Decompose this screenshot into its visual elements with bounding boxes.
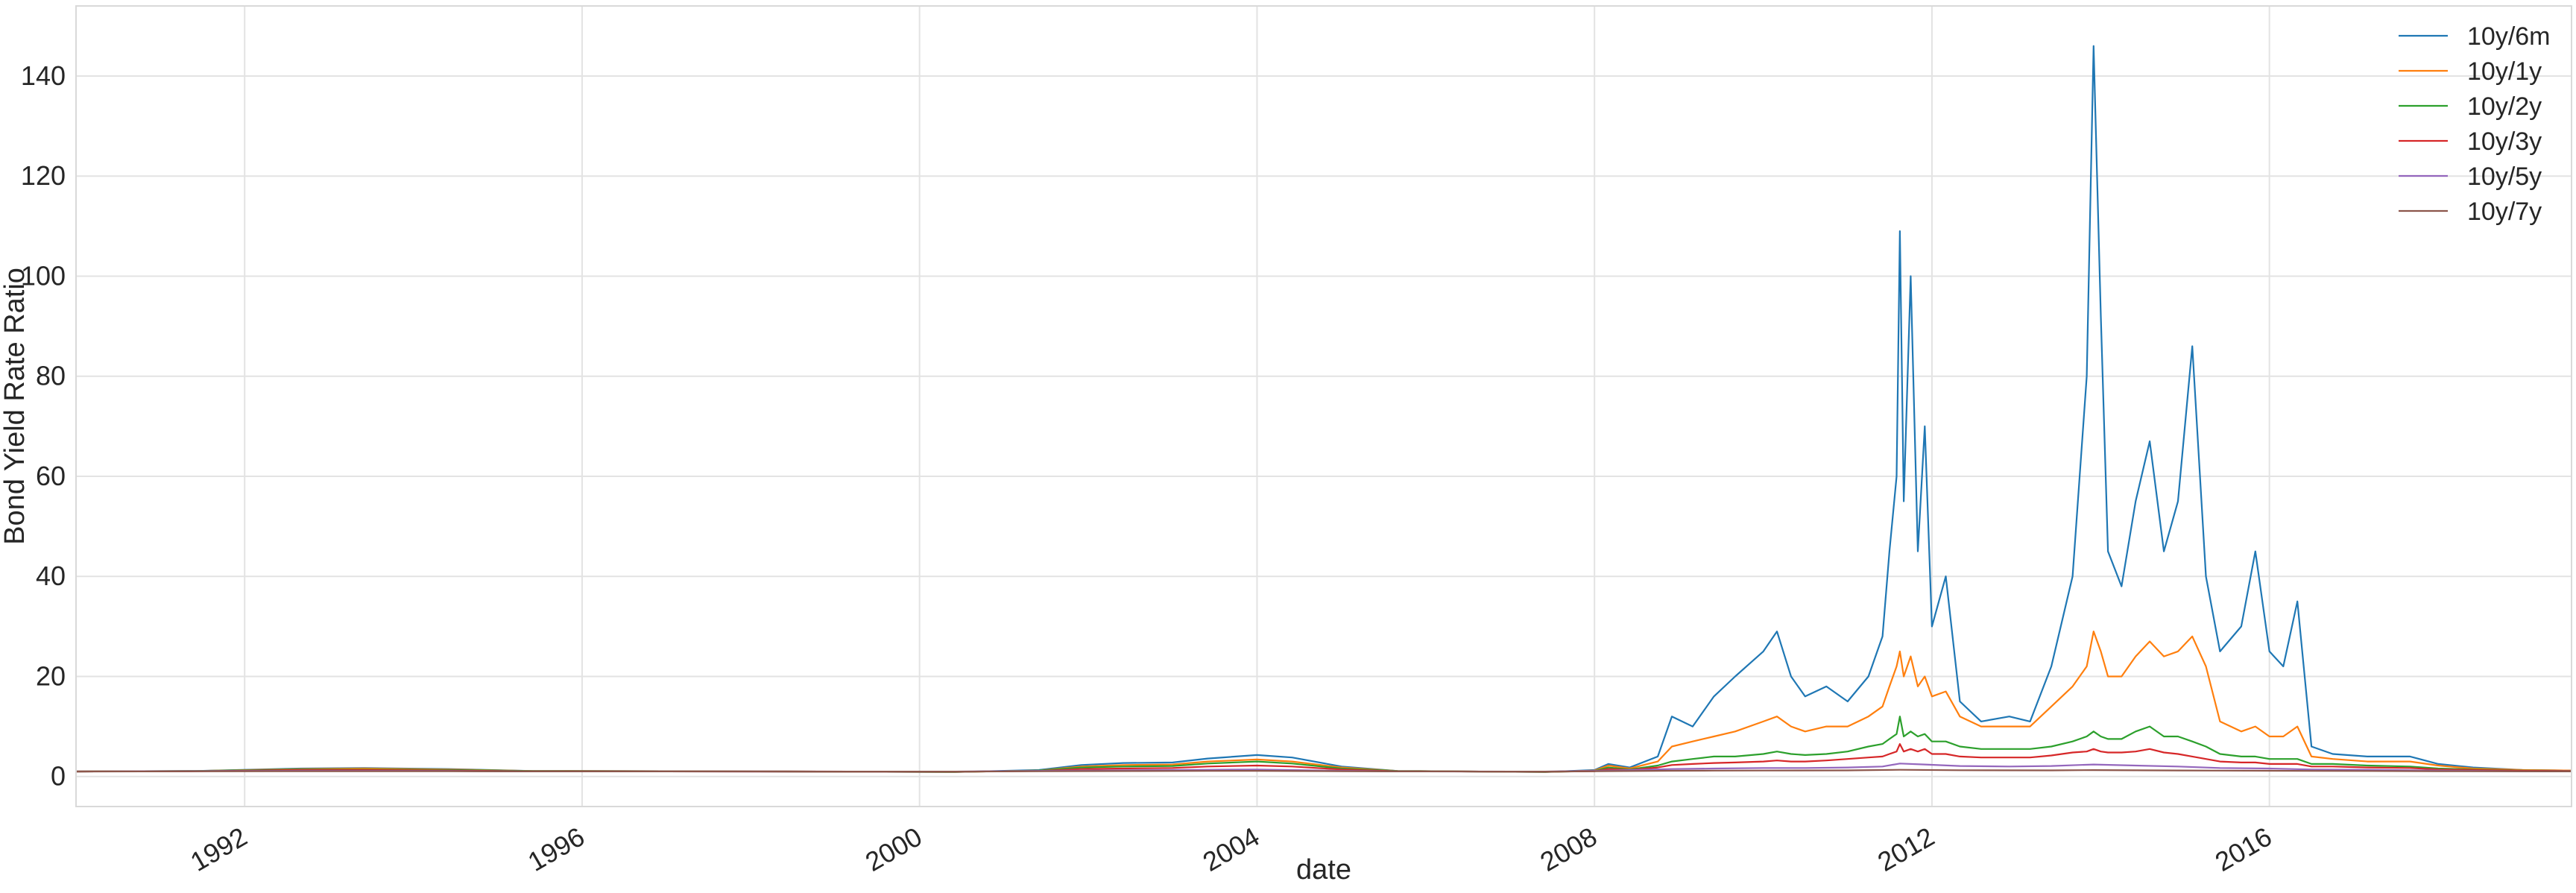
x-tick-label: 2000 <box>860 821 927 877</box>
legend-label: 10y/5y <box>2467 162 2542 191</box>
y-tick-label: 140 <box>21 60 66 91</box>
x-tick-labels: 1992 1996 2000 2004 2008 2012 2016 <box>185 821 2276 877</box>
y-tick-label: 20 <box>36 660 66 691</box>
series-line-10y-1y <box>75 631 2572 773</box>
legend-label: 10y/7y <box>2467 198 2542 226</box>
series-line-10y-3y <box>75 743 2572 773</box>
legend-label: 10y/2y <box>2467 92 2542 121</box>
legend-label: 10y/3y <box>2467 127 2542 156</box>
plot-frame <box>75 5 2572 807</box>
x-tick-label: 2012 <box>1872 821 1939 877</box>
x-tick-label: 1992 <box>185 821 252 877</box>
y-tick-label: 80 <box>36 361 66 391</box>
y-tick-labels: 0 20 40 60 80 100 120 140 <box>21 60 66 792</box>
y-tick-label: 0 <box>51 761 66 792</box>
grid <box>76 6 2572 807</box>
legend: 10y/6m 10y/1y 10y/2y 10y/3y 10y/5y 10y/7y <box>2399 22 2551 226</box>
series-line-10y-2y <box>75 716 2572 773</box>
series-line-10y-7y <box>75 769 2572 773</box>
x-axis-label: date <box>1296 854 1351 886</box>
x-tick-label: 2016 <box>2210 821 2277 877</box>
x-tick-label: 2008 <box>1535 821 1602 877</box>
y-tick-label: 100 <box>21 260 66 291</box>
y-axis-label: Bond Yield Rate Ratio <box>0 268 31 545</box>
y-tick-label: 60 <box>36 461 66 491</box>
x-tick-label: 2004 <box>1198 821 1265 877</box>
x-tick-label: 1996 <box>523 821 590 877</box>
legend-label: 10y/1y <box>2467 57 2542 86</box>
legend-label: 10y/6m <box>2467 22 2551 51</box>
y-tick-label: 120 <box>21 160 66 191</box>
series-lines <box>75 45 2572 773</box>
series-line-10y-6m <box>75 45 2572 773</box>
y-tick-label: 40 <box>36 561 66 591</box>
